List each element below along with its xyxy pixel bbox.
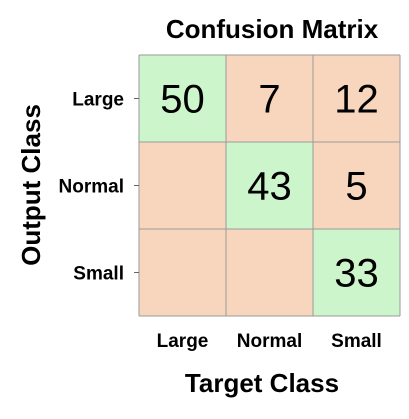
x-tick-label: Normal (237, 331, 302, 352)
y-axis-ticks: Large Normal Small (59, 90, 139, 285)
x-axis-label: Target Class (185, 368, 339, 398)
cell-value-1-2: 7 (258, 78, 280, 122)
chart-title: Confusion Matrix (166, 14, 379, 44)
y-tick-label: Small (73, 264, 124, 285)
y-tick-label: Normal (59, 177, 124, 198)
matrix-cell-3-2 (226, 229, 313, 316)
y-tick-label: Large (72, 90, 124, 111)
matrix-cell-2-3 (313, 142, 400, 229)
matrix-cell-2-1 (139, 142, 226, 229)
matrix-cell-1-1 (139, 55, 226, 142)
x-axis-ticks: Large Normal Small (157, 331, 382, 352)
cell-value-2-3: 5 (345, 165, 367, 209)
x-tick-label: Large (157, 331, 209, 352)
matrix-cell-3-1 (139, 229, 226, 316)
cell-value-1-3: 12 (334, 78, 379, 122)
matrix-cell-2-2 (226, 142, 313, 229)
cell-value-1-1: 50 (160, 78, 205, 122)
cell-value-2-2: 43 (247, 165, 292, 209)
matrix-cell-3-3 (313, 229, 400, 316)
matrix-cell-1-2 (226, 55, 313, 142)
y-axis-label: Output Class (16, 104, 46, 266)
matrix-cells: 50 7 12 43 5 33 (139, 55, 400, 316)
matrix-cell-1-3 (313, 55, 400, 142)
cell-value-3-3: 33 (334, 252, 379, 296)
x-tick-label: Small (331, 331, 382, 352)
